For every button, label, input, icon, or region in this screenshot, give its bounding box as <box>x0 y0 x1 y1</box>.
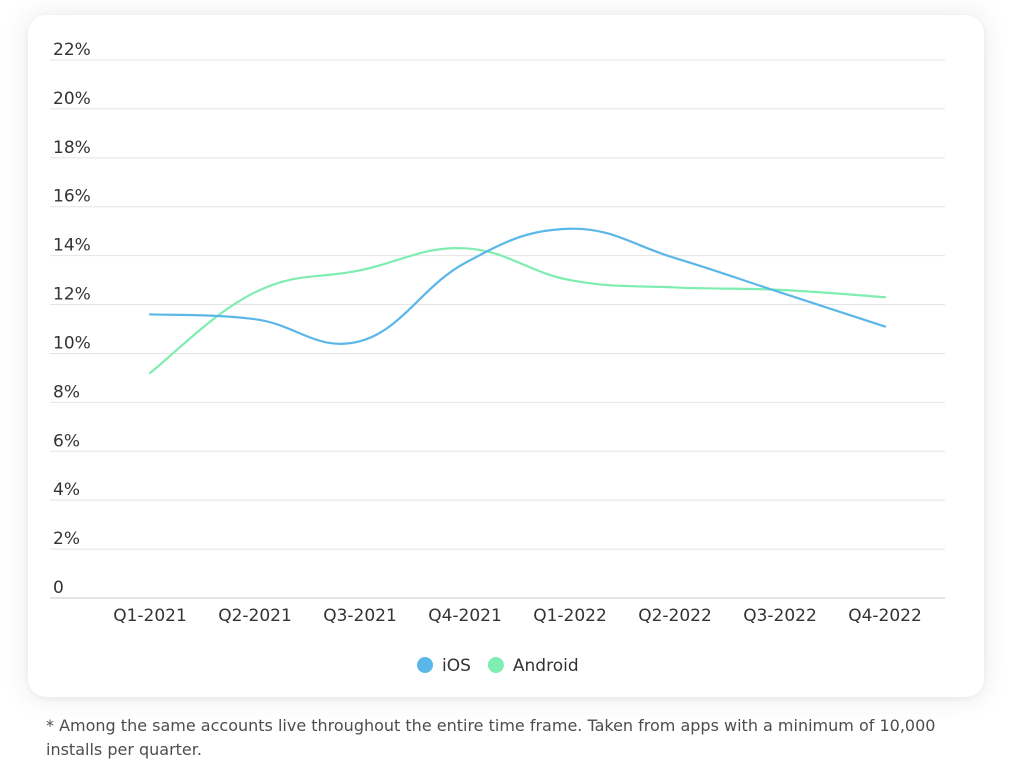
x-tick-label: Q3-2022 <box>743 606 817 626</box>
series-line-ios <box>148 227 887 345</box>
y-axis-ticks: 0 2% 4% 6% 8% 10% 12% 14% 16% 18% 20% 22% <box>53 40 91 598</box>
chart-card: 0 2% 4% 6% 8% 10% 12% 14% 16% 18% 20% 22% Q1-2021 Q2… <box>28 15 984 697</box>
x-axis-ticks: Q1-2021 Q2-2021 Q3-2021 Q4-2021 Q1-2022 Q2-20… <box>113 606 922 626</box>
x-tick-label: Q2-2021 <box>218 606 292 626</box>
x-tick-label: Q1-2021 <box>113 606 187 626</box>
y-tick-label: 8% <box>53 382 80 402</box>
y-tick-label: 12% <box>53 285 91 305</box>
x-tick-label: Q3-2021 <box>323 606 397 626</box>
line-chart: 0 2% 4% 6% 8% 10% 12% 14% 16% 18% 20% 22% Q1-2021 Q2… <box>50 40 945 676</box>
y-tick-label: 4% <box>53 480 80 500</box>
y-tick-label: 6% <box>53 431 80 451</box>
y-tick-label: 2% <box>53 529 80 549</box>
legend-marker-ios <box>417 657 433 673</box>
legend: iOS Android <box>417 656 579 676</box>
y-tick-label: 18% <box>53 138 91 158</box>
legend-label-ios: iOS <box>442 656 471 676</box>
footnote: * Among the same accounts live throughou… <box>46 716 936 759</box>
y-tick-label: 22% <box>53 40 91 60</box>
x-tick-label: Q4-2021 <box>428 606 502 626</box>
x-tick-label: Q4-2022 <box>848 606 922 626</box>
series-line-android <box>148 247 887 375</box>
legend-label-android: Android <box>513 656 579 676</box>
y-tick-label: 10% <box>53 333 91 353</box>
x-tick-label: Q1-2022 <box>533 606 607 626</box>
y-tick-label: 0 <box>53 578 64 598</box>
legend-marker-android <box>487 657 504 673</box>
y-tick-label: 20% <box>53 89 91 109</box>
grid-lines <box>50 59 945 599</box>
y-tick-label: 16% <box>53 187 91 207</box>
series-lines <box>148 227 887 375</box>
y-tick-label: 14% <box>53 236 91 256</box>
x-tick-label: Q2-2022 <box>638 606 712 626</box>
